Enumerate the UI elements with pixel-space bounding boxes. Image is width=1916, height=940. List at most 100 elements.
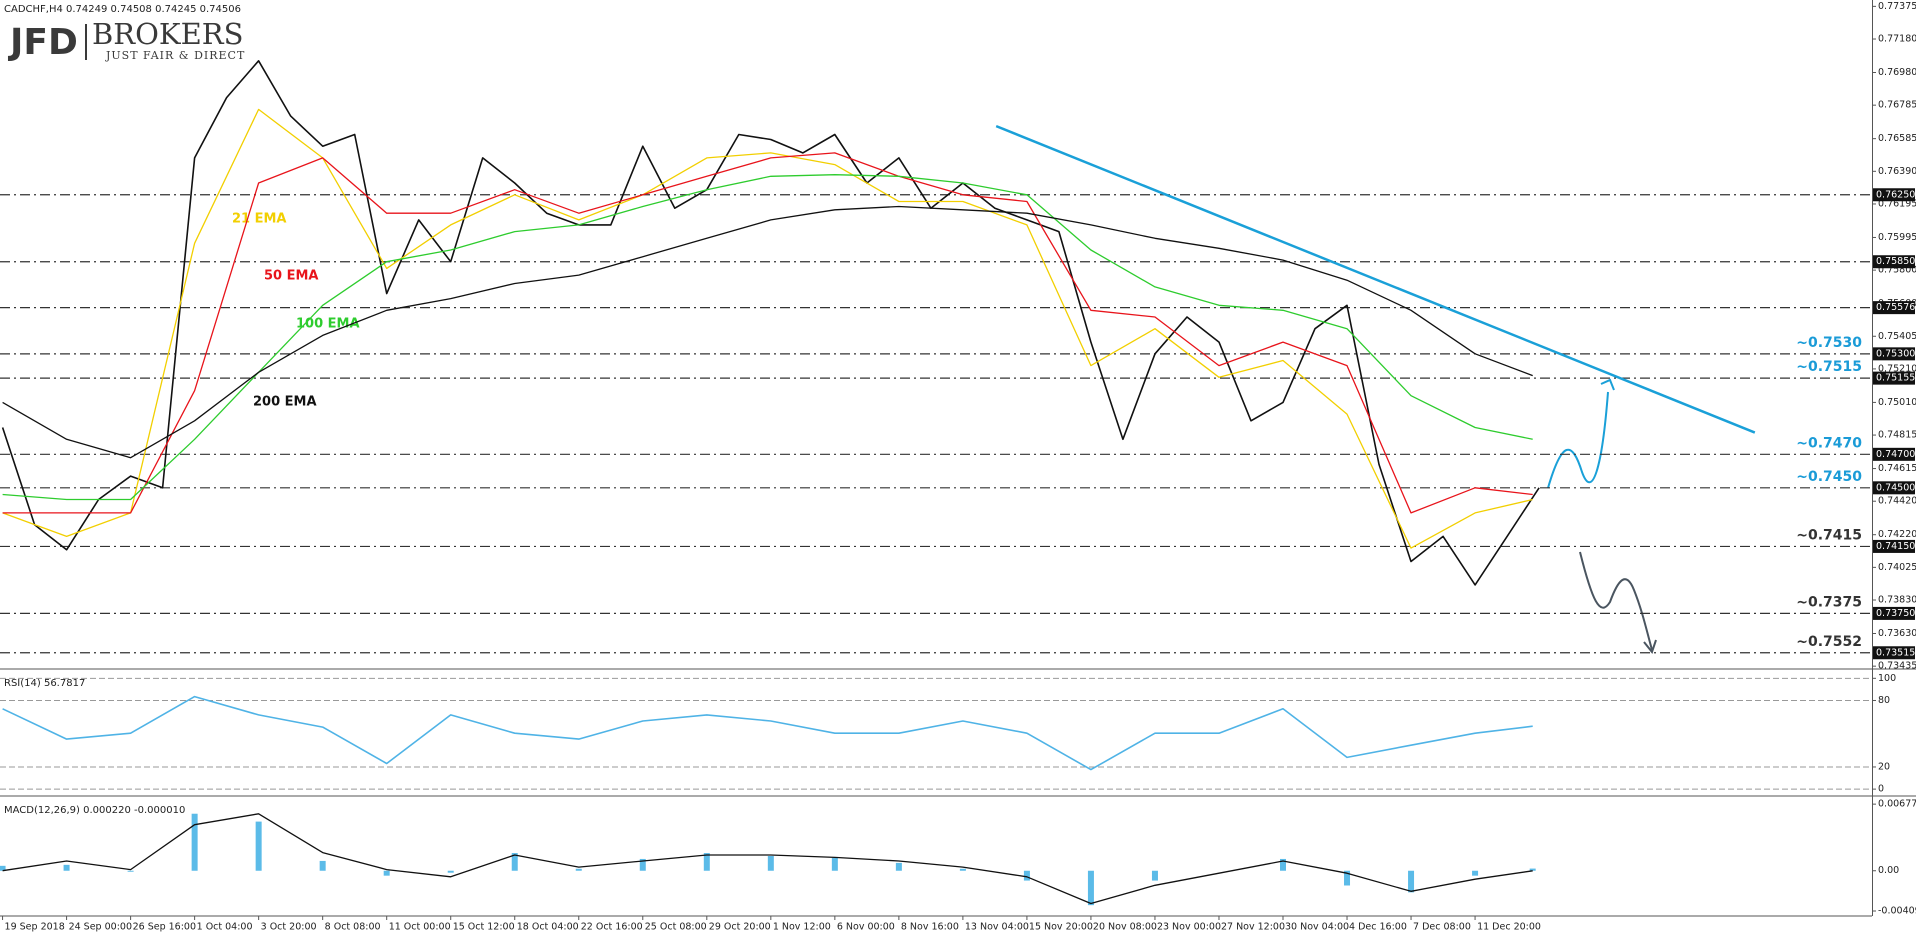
- x-tick-label: 27 Nov 12:00: [1221, 922, 1285, 933]
- y-tick-label: 0.77180: [1878, 34, 1916, 45]
- panel-title: RSI(14) 56.7817: [4, 678, 85, 689]
- histogram-bar: [255, 821, 262, 871]
- level-note: ~0.7450: [1796, 469, 1862, 485]
- histogram-bar: [1529, 868, 1536, 871]
- level-note: ~0.7415: [1796, 527, 1862, 543]
- level-box: [1873, 188, 1915, 202]
- level-label: 0.75155: [1876, 373, 1915, 384]
- level-box: [1873, 255, 1915, 269]
- scenario-arrows: [1547, 378, 1657, 655]
- histogram-bar: [1408, 870, 1415, 893]
- x-tick-label: 23 Nov 00:00: [1157, 922, 1221, 933]
- logo-name: BROKERS: [92, 17, 243, 51]
- y-tick-label: 0.77375: [1878, 1, 1916, 12]
- x-tick-label: 8 Nov 16:00: [901, 922, 959, 933]
- panel-title: MACD(12,26,9) 0.000220 -0.000010: [4, 805, 185, 816]
- logo-brand: JFD: [7, 22, 78, 63]
- x-tick-label: 18 Oct 04:00: [517, 922, 579, 933]
- arrow-head: [1643, 639, 1657, 655]
- ema-label: 21 EMA: [232, 212, 287, 227]
- bearish-arrow: [1579, 551, 1653, 651]
- level-box: [1873, 539, 1915, 553]
- series-line: [2, 108, 1533, 549]
- level-label: 0.74150: [1876, 541, 1915, 552]
- x-tick-label: 11 Dec 20:00: [1477, 922, 1541, 933]
- series-line: [2, 152, 1533, 514]
- x-tick-label: 24 Sep 00:00: [69, 922, 132, 933]
- x-tick-label: 26 Sep 16:00: [133, 922, 196, 933]
- histogram-bar: [1344, 870, 1351, 886]
- level-note: ~0.7530: [1796, 335, 1862, 351]
- y-tick-label: 0.75010: [1878, 397, 1916, 408]
- histogram-bar: [767, 856, 774, 871]
- y-tick-label: 0.73630: [1878, 628, 1916, 639]
- symbol-header: CADCHF,H4 0.74249 0.74508 0.74245 0.7450…: [4, 4, 241, 15]
- histogram-bar: [1023, 870, 1030, 881]
- level-note: ~0.7515: [1796, 359, 1862, 375]
- level-box: [1873, 646, 1915, 660]
- y-tick-label: 0.73435: [1878, 661, 1916, 672]
- histogram-bar: [895, 862, 902, 871]
- histogram-bar: [63, 864, 70, 871]
- x-tick-label: 7 Dec 08:00: [1413, 922, 1471, 933]
- histogram-bar: [319, 860, 326, 871]
- level-label: 0.74700: [1876, 449, 1915, 460]
- y-tick-label: 0: [1878, 784, 1884, 795]
- histogram-bar: [1472, 870, 1479, 876]
- histogram-bar: [831, 857, 838, 871]
- y-tick-label: 0.73830: [1878, 595, 1916, 606]
- level-note: ~0.7552: [1796, 634, 1862, 650]
- ema-label: 50 EMA: [264, 269, 319, 284]
- x-tick-label: 30 Nov 04:00: [1285, 922, 1349, 933]
- level-box: [1873, 301, 1915, 315]
- x-tick-label: 20 Nov 08:00: [1093, 922, 1157, 933]
- level-note: ~0.7470: [1796, 435, 1862, 451]
- frame: [0, 0, 1916, 917]
- y-tick-label: 0.75800: [1878, 265, 1916, 276]
- x-tick-label: 29 Oct 20:00: [709, 922, 771, 933]
- x-tick-label: 15 Nov 20:00: [1029, 922, 1093, 933]
- level-box: [1873, 606, 1915, 620]
- ema-label: 200 EMA: [253, 395, 317, 410]
- histogram-bar: [703, 853, 710, 871]
- level-note: ~0.7375: [1796, 594, 1862, 610]
- level-box: [1873, 371, 1915, 385]
- histogram-bar: [1151, 870, 1158, 881]
- y-tick-label: 0.75995: [1878, 232, 1916, 243]
- x-tick-label: 15 Oct 12:00: [453, 922, 515, 933]
- x-tick-label: 19 Sep 2018: [5, 922, 65, 933]
- y-tick-label: 80: [1878, 695, 1890, 706]
- x-tick-label: 1 Nov 12:00: [773, 922, 831, 933]
- level-label: 0.75576: [1876, 302, 1915, 313]
- trend-line: [995, 124, 1756, 434]
- x-tick-label: 25 Oct 08:00: [645, 922, 707, 933]
- x-tick-label: 13 Nov 04:00: [965, 922, 1029, 933]
- y-tick-label: 0.76390: [1878, 166, 1916, 177]
- y-tick-label: 0.74420: [1878, 496, 1916, 507]
- histogram-bar: [127, 870, 134, 872]
- y-tick-label: 0.00: [1878, 865, 1899, 876]
- level-box: [1873, 481, 1915, 495]
- y-tick-label: 0.75210: [1878, 363, 1916, 374]
- histogram-bar: [191, 813, 198, 871]
- level-label: 0.73750: [1876, 608, 1915, 619]
- series-line: [2, 813, 1533, 905]
- x-tick-label: 6 Nov 00:00: [837, 922, 895, 933]
- x-tick-label: 8 Oct 08:00: [325, 922, 381, 933]
- y-tick-label: 0.006775: [1878, 799, 1916, 810]
- level-label: 0.75300: [1876, 348, 1915, 359]
- level-label: 0.73515: [1876, 647, 1915, 658]
- x-tick-label: 11 Oct 00:00: [389, 922, 451, 933]
- histogram-bar: [383, 870, 390, 876]
- y-tick-label: 0.74025: [1878, 562, 1916, 573]
- y-tick-label: 0.76195: [1878, 198, 1916, 209]
- y-tick-label: 0.74615: [1878, 463, 1916, 474]
- y-tick-label: 0.76980: [1878, 67, 1916, 78]
- histogram-bar: [575, 868, 582, 871]
- price-line: [1, 60, 1540, 586]
- level-box: [1873, 347, 1915, 361]
- y-tick-label: 0.75405: [1878, 331, 1916, 342]
- y-tick-label: 0.74815: [1878, 430, 1916, 441]
